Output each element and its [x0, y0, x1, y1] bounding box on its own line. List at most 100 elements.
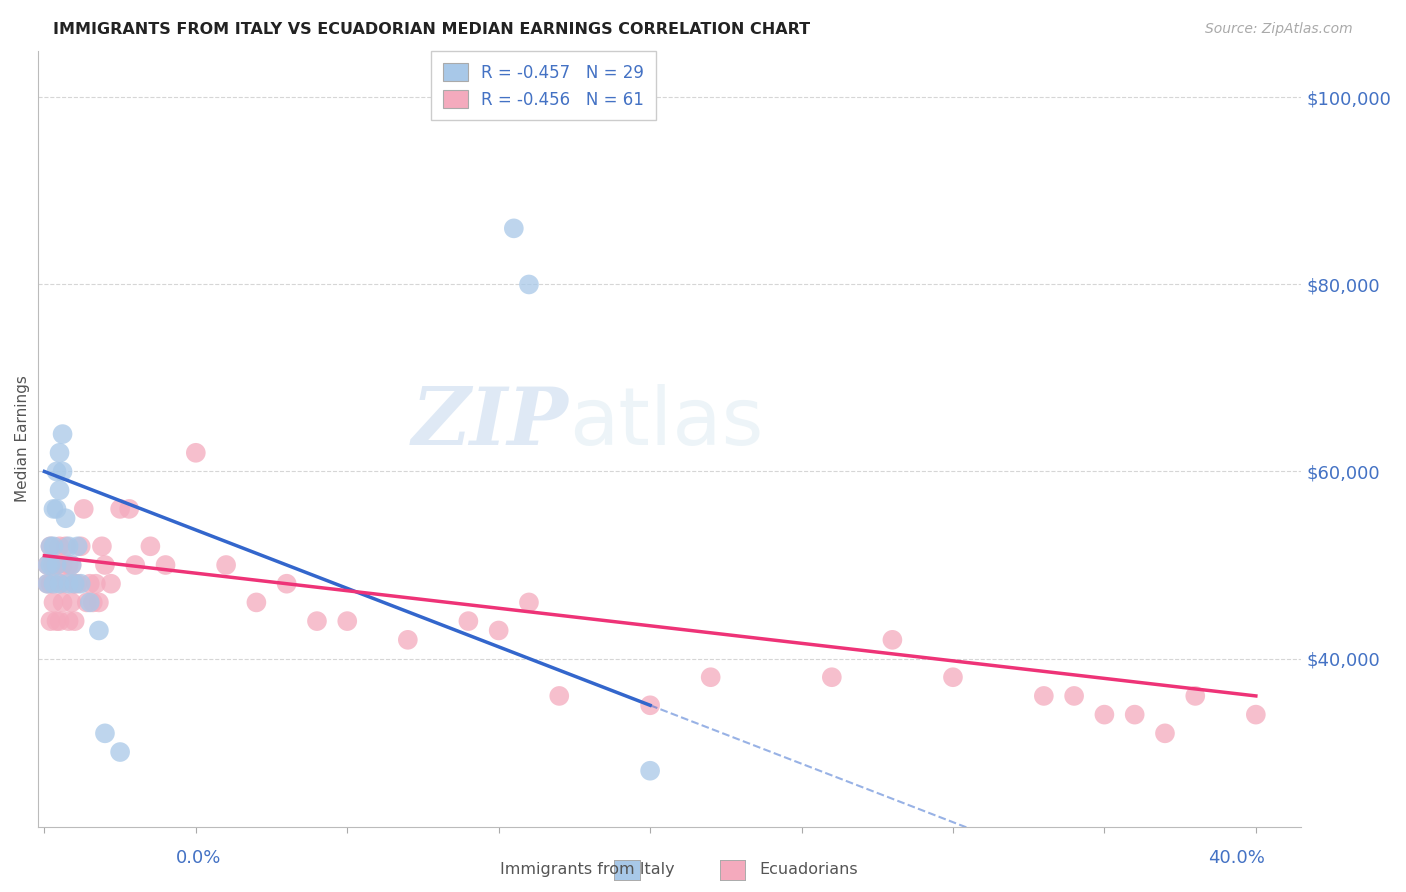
Point [87, 624, 110, 638]
Point [55, 511, 77, 525]
Point [79, 595, 101, 609]
Point [517, 595, 540, 609]
Point [76, 595, 98, 609]
Point [548, 689, 571, 703]
Point [1154, 726, 1177, 740]
Point [55, 576, 77, 591]
Point [84, 576, 107, 591]
Point [69, 576, 91, 591]
Point [336, 614, 359, 628]
Point [1032, 689, 1054, 703]
Text: Source: ZipAtlas.com: Source: ZipAtlas.com [1205, 22, 1353, 37]
Point [108, 502, 131, 516]
Point [94, 558, 117, 572]
Point [488, 624, 510, 638]
Point [42, 576, 65, 591]
Point [90, 539, 112, 553]
Point [1092, 707, 1115, 722]
Point [60, 558, 83, 572]
Text: 40.0%: 40.0% [1209, 849, 1265, 867]
Point [79, 576, 101, 591]
Point [37, 558, 59, 572]
Point [48, 483, 70, 498]
Point [39, 539, 62, 553]
Point [63, 576, 86, 591]
Point [55, 539, 77, 553]
Point [139, 539, 162, 553]
Point [58, 614, 80, 628]
Point [39, 614, 62, 628]
Point [942, 670, 965, 684]
Text: Immigrants from Italy: Immigrants from Italy [501, 863, 675, 877]
Text: 0.0%: 0.0% [176, 849, 221, 867]
Point [48, 576, 70, 591]
Point [215, 558, 238, 572]
Text: ZIP: ZIP [412, 384, 569, 462]
Legend: R = -0.457   N = 29, R = -0.456   N = 61: R = -0.457 N = 29, R = -0.456 N = 61 [432, 51, 655, 120]
Point [42, 558, 65, 572]
Point [69, 539, 91, 553]
Point [60, 558, 83, 572]
Point [37, 576, 59, 591]
Point [638, 698, 661, 713]
Point [699, 670, 721, 684]
Point [63, 614, 86, 628]
Point [42, 539, 65, 553]
Text: IMMIGRANTS FROM ITALY VS ECUADORIAN MEDIAN EARNINGS CORRELATION CHART: IMMIGRANTS FROM ITALY VS ECUADORIAN MEDI… [53, 22, 810, 37]
Point [51, 427, 73, 442]
Point [66, 576, 89, 591]
Point [396, 632, 419, 647]
Point [882, 632, 904, 647]
Point [502, 221, 524, 235]
Point [39, 558, 62, 572]
Point [51, 595, 73, 609]
Point [58, 576, 80, 591]
Text: Ecuadorians: Ecuadorians [759, 863, 858, 877]
Point [100, 576, 122, 591]
Point [51, 465, 73, 479]
Point [87, 595, 110, 609]
Point [45, 502, 67, 516]
Point [82, 595, 104, 609]
Point [45, 614, 67, 628]
Point [276, 576, 298, 591]
Point [1063, 689, 1085, 703]
Point [124, 558, 146, 572]
Point [638, 764, 661, 778]
Point [118, 502, 141, 516]
Point [48, 539, 70, 553]
Point [245, 595, 267, 609]
Point [45, 558, 67, 572]
Point [155, 558, 177, 572]
Point [1244, 707, 1267, 722]
Point [37, 558, 59, 572]
Point [42, 595, 65, 609]
Point [39, 576, 62, 591]
Point [184, 446, 207, 460]
Point [457, 614, 479, 628]
Point [94, 726, 117, 740]
Point [58, 539, 80, 553]
Text: atlas: atlas [569, 384, 763, 462]
Point [66, 539, 89, 553]
Y-axis label: Median Earnings: Median Earnings [15, 376, 30, 502]
Point [1123, 707, 1146, 722]
Point [48, 446, 70, 460]
Point [58, 558, 80, 572]
Point [51, 558, 73, 572]
Point [305, 614, 328, 628]
Point [1184, 689, 1206, 703]
Point [45, 558, 67, 572]
Point [108, 745, 131, 759]
Point [73, 502, 96, 516]
Point [48, 576, 70, 591]
Point [48, 614, 70, 628]
Point [39, 539, 62, 553]
Point [45, 465, 67, 479]
Point [42, 502, 65, 516]
Point [517, 277, 540, 292]
Point [37, 576, 59, 591]
Point [60, 595, 83, 609]
Point [63, 576, 86, 591]
Point [821, 670, 844, 684]
